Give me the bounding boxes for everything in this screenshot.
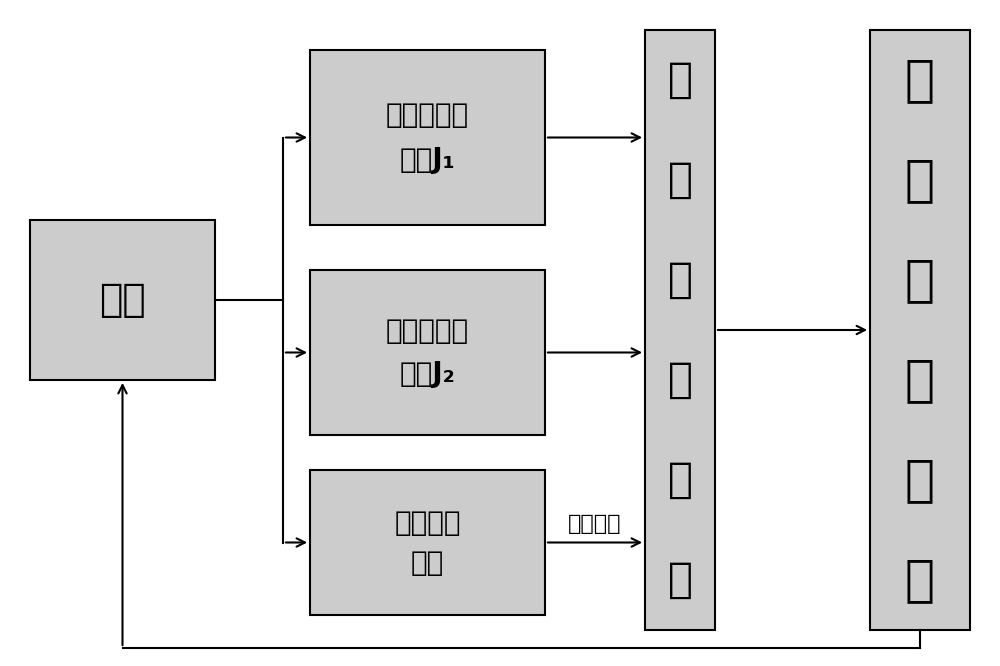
Text: 联: 联 (905, 156, 935, 204)
Text: 机: 机 (905, 456, 935, 504)
Text: 中: 中 (668, 59, 692, 101)
Bar (310, 50, 545, 225)
Text: 互: 互 (905, 56, 935, 104)
Text: 指标J₂: 指标J₂ (400, 360, 455, 388)
Text: 指标J₁: 指标J₁ (400, 145, 455, 174)
Text: 节: 节 (905, 356, 935, 404)
Text: 制: 制 (668, 359, 692, 401)
Text: 整车: 整车 (99, 281, 146, 319)
Text: 信息采集: 信息采集 (394, 509, 461, 537)
Text: 行驶工况: 行驶工况 (568, 515, 622, 535)
Bar (645, 30, 715, 630)
Text: 操纵稳定性: 操纵稳定性 (386, 316, 469, 344)
Bar (870, 30, 970, 630)
Bar (310, 270, 545, 435)
Text: 单: 单 (668, 459, 692, 501)
Bar (310, 470, 545, 615)
Bar (30, 220, 215, 380)
Text: 元: 元 (668, 559, 692, 601)
Text: 调: 调 (905, 256, 935, 304)
Text: 构: 构 (905, 556, 935, 604)
Text: 控: 控 (668, 259, 692, 301)
Text: 行驶平顺性: 行驶平顺性 (386, 101, 469, 129)
Text: 单元: 单元 (411, 549, 444, 577)
Text: 央: 央 (668, 159, 692, 201)
